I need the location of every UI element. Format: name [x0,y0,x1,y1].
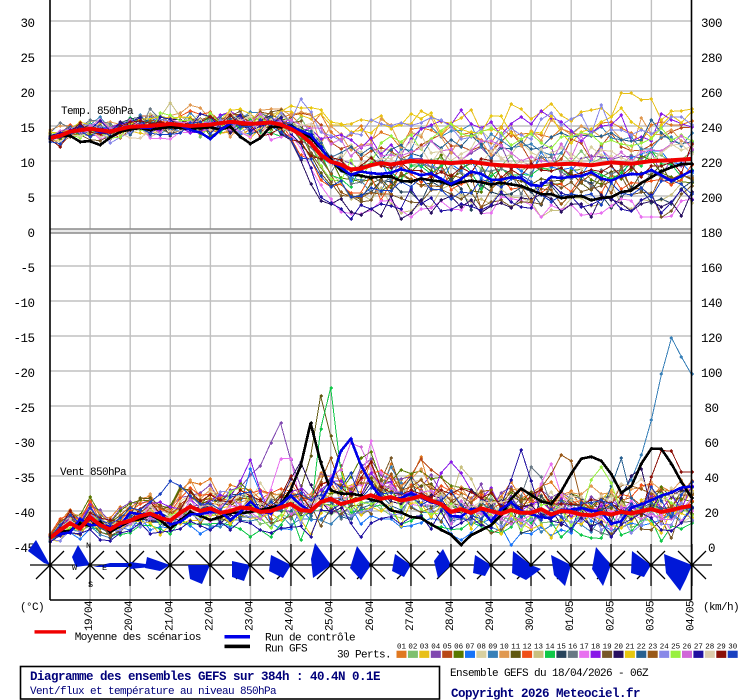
svg-text:22: 22 [637,644,646,652]
svg-text:04/05: 04/05 [686,601,698,631]
svg-text:Run GFS: Run GFS [265,644,308,656]
svg-text:-10: -10 [13,297,34,311]
svg-text:24/04: 24/04 [285,600,297,631]
svg-text:05: 05 [443,644,453,652]
svg-text:Vent 850hPa: Vent 850hPa [60,467,127,479]
svg-text:280: 280 [701,52,722,66]
svg-text:40: 40 [704,472,718,486]
svg-text:22/04: 22/04 [204,600,216,631]
svg-text:02: 02 [408,644,417,652]
svg-text:200: 200 [701,192,722,206]
svg-text:120: 120 [701,332,722,346]
svg-text:-40: -40 [13,507,34,521]
svg-text:23: 23 [648,644,658,652]
svg-text:220: 220 [701,157,722,171]
svg-text:0: 0 [27,227,34,241]
svg-text:08: 08 [477,644,486,652]
svg-text:25: 25 [20,52,34,66]
svg-text:27/04: 27/04 [405,600,417,631]
svg-text:5: 5 [27,192,34,206]
svg-text:-45: -45 [13,542,34,556]
svg-text:09: 09 [488,644,497,652]
svg-text:11: 11 [511,644,521,652]
svg-text:04: 04 [431,644,441,652]
svg-text:20: 20 [614,644,624,652]
svg-text:Temp. 850hPa: Temp. 850hPa [61,106,134,118]
svg-text:30/04: 30/04 [525,600,537,631]
svg-text:-20: -20 [13,367,34,381]
svg-text:27: 27 [694,644,703,652]
svg-text:28/04: 28/04 [445,600,457,631]
svg-text:25/04: 25/04 [325,600,337,631]
svg-text:30 Perts.: 30 Perts. [337,650,391,662]
svg-text:10: 10 [20,157,34,171]
svg-text:24: 24 [660,644,670,652]
svg-text:29: 29 [717,644,726,652]
svg-text:80: 80 [704,402,718,416]
svg-text:21/04: 21/04 [164,600,176,631]
svg-text:20: 20 [704,507,718,521]
svg-text:23/04: 23/04 [245,600,257,631]
svg-text:16: 16 [568,644,578,652]
svg-text:Copyright 2026 Meteociel.fr: Copyright 2026 Meteociel.fr [451,687,640,700]
svg-text:25: 25 [671,644,681,652]
svg-text:W: W [72,563,78,573]
svg-text:01: 01 [397,644,407,652]
svg-text:15: 15 [20,122,34,136]
svg-text:60: 60 [704,437,718,451]
svg-text:06: 06 [454,644,464,652]
svg-text:-35: -35 [13,472,34,486]
svg-text:-5: -5 [20,262,34,276]
svg-text:-15: -15 [13,332,34,346]
svg-text:300: 300 [701,17,722,31]
svg-text:14: 14 [545,644,555,652]
svg-text:19: 19 [603,644,612,652]
svg-text:07: 07 [465,644,474,652]
svg-text:Moyenne des scénarios: Moyenne des scénarios [75,632,201,644]
svg-text:N: N [86,541,91,551]
svg-text:20/04: 20/04 [124,600,136,631]
svg-text:29/04: 29/04 [485,600,497,631]
svg-text:Vent/flux et température au ni: Vent/flux et température au niveau 850hP… [30,686,277,698]
svg-text:160: 160 [701,262,722,276]
svg-text:Run de contrôle: Run de contrôle [265,633,355,645]
svg-text:(°C): (°C) [20,602,44,614]
svg-text:-30: -30 [13,437,34,451]
svg-text:19/04: 19/04 [84,600,96,631]
svg-text:26/04: 26/04 [365,600,377,631]
svg-text:30: 30 [20,17,34,31]
svg-text:21: 21 [625,644,635,652]
svg-text:12: 12 [523,644,532,652]
svg-text:01/05: 01/05 [565,601,577,631]
svg-text:(km/h): (km/h) [703,602,739,614]
svg-text:13: 13 [534,644,544,652]
svg-text:E: E [102,563,107,573]
svg-text:15: 15 [557,644,567,652]
svg-text:03: 03 [420,644,430,652]
svg-text:240: 240 [701,122,722,136]
svg-text:-25: -25 [13,402,34,416]
svg-text:140: 140 [701,297,722,311]
svg-text:30: 30 [728,644,738,652]
svg-text:10: 10 [500,644,510,652]
svg-text:03/05: 03/05 [645,601,657,631]
svg-text:20: 20 [20,87,34,101]
svg-text:Ensemble GEFS du 18/04/2026 -: Ensemble GEFS du 18/04/2026 - 06Z [450,668,649,680]
svg-text:26: 26 [682,644,692,652]
svg-text:Diagramme des ensembles GEFS s: Diagramme des ensembles GEFS sur 384h : … [30,670,380,684]
svg-text:02/05: 02/05 [605,601,617,631]
svg-text:S: S [88,580,93,590]
svg-text:28: 28 [705,644,714,652]
svg-text:17: 17 [580,644,589,652]
svg-text:18: 18 [591,644,600,652]
svg-text:100: 100 [701,367,722,381]
svg-text:180: 180 [701,227,722,241]
svg-text:260: 260 [701,87,722,101]
svg-text:0: 0 [708,542,715,556]
